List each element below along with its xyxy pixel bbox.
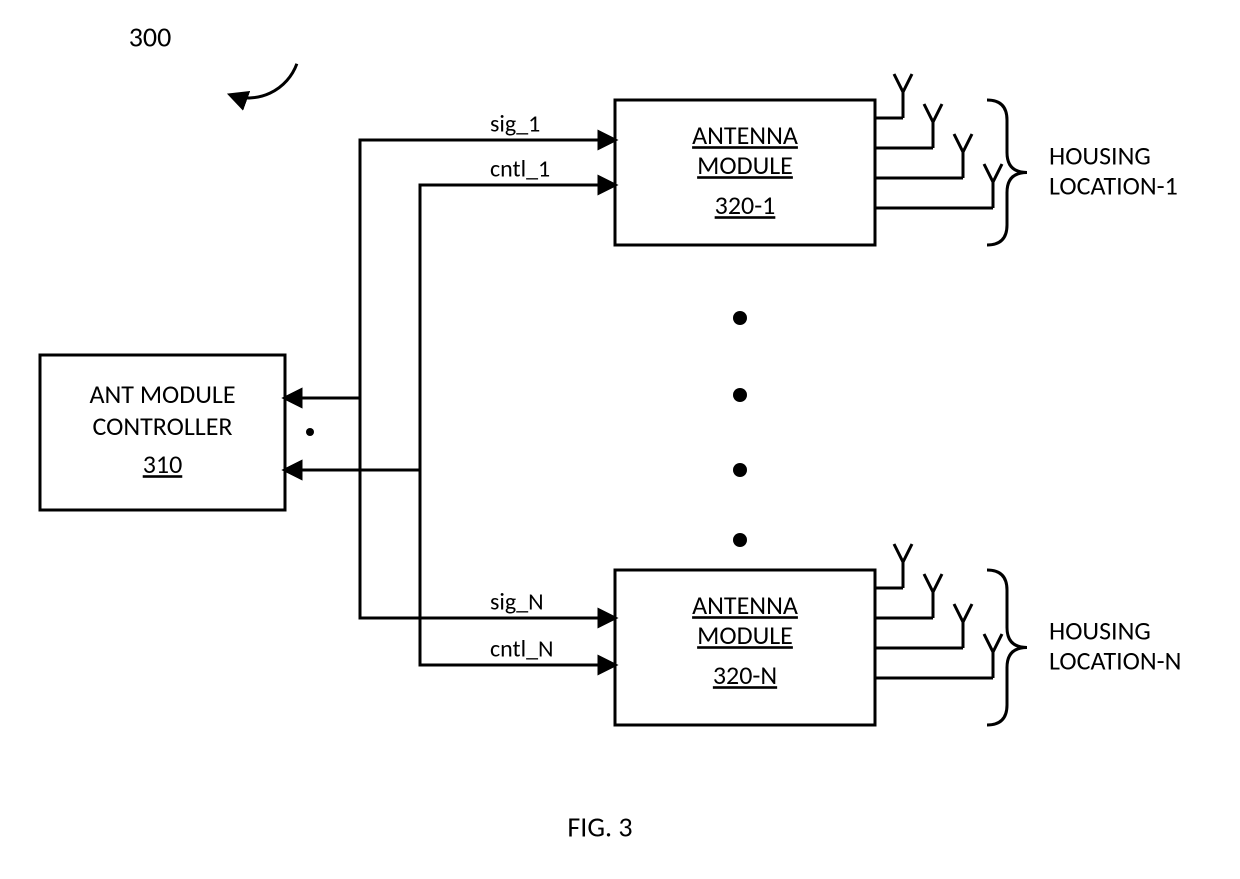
- module-1-title1: ANTENNA: [692, 119, 798, 151]
- module-1-antenna-icon-0: [894, 74, 912, 92]
- cntl-1-line-label: cntl_1: [490, 155, 550, 184]
- module-n-antenna-icon-0: [894, 544, 912, 562]
- cntl-n-line: [285, 470, 615, 665]
- module-n-antenna-icon-3: [984, 634, 1002, 652]
- module-n-housing-2: LOCATION-N: [1049, 645, 1181, 677]
- module-1-antenna-icon-2: [954, 134, 972, 152]
- sig-n-line: [285, 398, 615, 618]
- module-1-brace: [987, 100, 1027, 245]
- module-n-antenna-icon-2: [954, 604, 972, 622]
- module-1-antenna-icon-1: [924, 104, 942, 122]
- module-1-ref: 320-1: [715, 189, 776, 221]
- sig-n-line-label: sig_N: [490, 588, 544, 617]
- ellipsis-dot-1: [733, 388, 747, 402]
- module-1-housing-2: LOCATION-1: [1049, 170, 1178, 202]
- ellipsis-dot-3: [733, 533, 747, 547]
- figure-ref-pointer: [230, 64, 297, 98]
- cntl-n-line-label: cntl_N: [490, 635, 554, 664]
- module-1-housing-1: HOUSING: [1049, 140, 1151, 172]
- diagram-svg: 300ANT MODULECONTROLLER310ANTENNAMODULE3…: [0, 0, 1240, 879]
- module-n-title2: MODULE: [697, 619, 793, 651]
- ellipsis-dot-0: [733, 311, 747, 325]
- module-n-ref: 320-N: [713, 659, 777, 691]
- module-1-antenna-icon-3: [984, 164, 1002, 182]
- module-n-antenna-icon-1: [924, 574, 942, 592]
- controller-line2: CONTROLLER: [92, 410, 232, 442]
- sig-1-line: [285, 140, 615, 398]
- cntl-1-line: [285, 185, 615, 470]
- module-1-title2: MODULE: [697, 149, 793, 181]
- figure-ref-label: 300: [129, 20, 172, 55]
- controller-ref: 310: [143, 448, 183, 480]
- ellipsis-dot-2: [733, 463, 747, 477]
- module-n-brace: [987, 570, 1027, 725]
- module-n-title1: ANTENNA: [692, 589, 798, 621]
- sig-1-line-label: sig_1: [490, 110, 540, 139]
- controller-line1: ANT MODULE: [89, 378, 235, 410]
- side-dot: [306, 428, 314, 436]
- figure-caption: FIG. 3: [567, 810, 632, 845]
- module-n-housing-1: HOUSING: [1049, 615, 1151, 647]
